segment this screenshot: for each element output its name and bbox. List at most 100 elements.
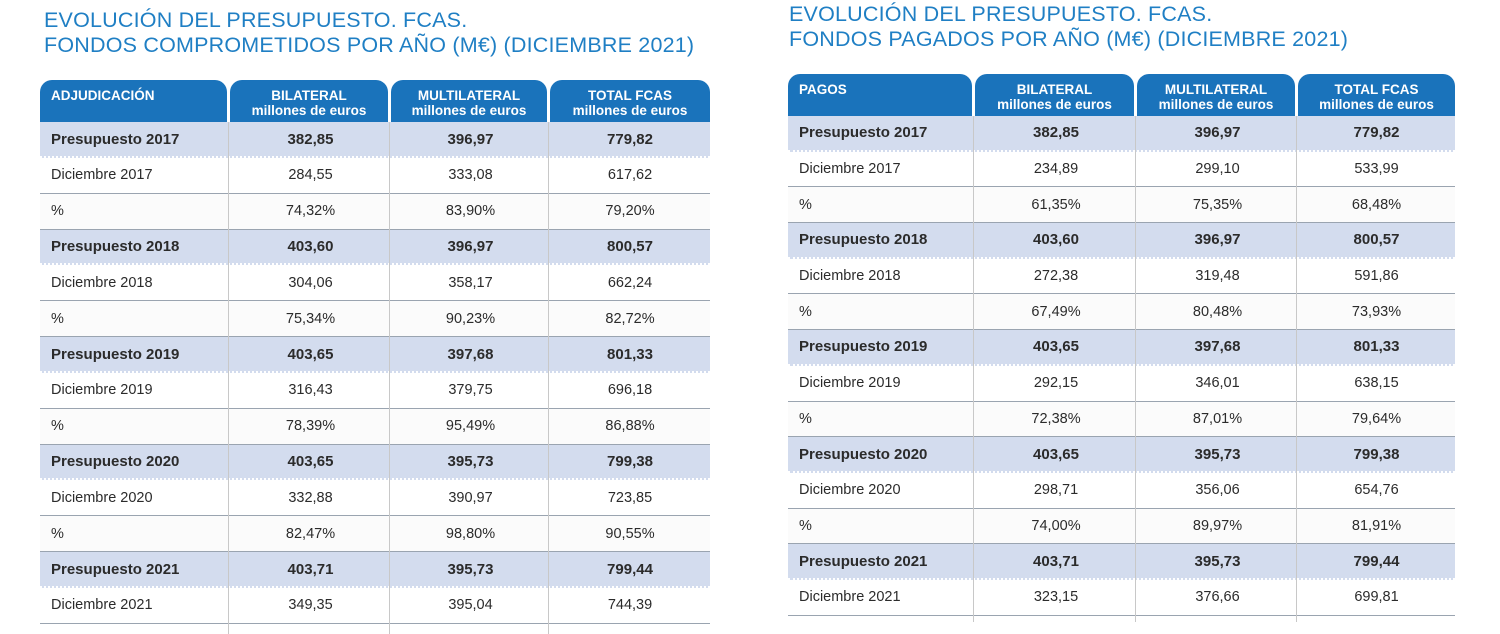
cell-value: 72,38% bbox=[1031, 410, 1081, 427]
cell-value: 799,44 bbox=[607, 560, 653, 578]
table-row: % 61,35% 75,35% 68,48% bbox=[788, 187, 1455, 224]
row-label: Presupuesto 2017 bbox=[51, 130, 180, 148]
column-header: MULTILATERAL millones de euros bbox=[391, 80, 547, 122]
column-header: MULTILATERAL millones de euros bbox=[1137, 74, 1295, 116]
row-label: % bbox=[51, 310, 64, 327]
cell-value: 617,62 bbox=[607, 167, 653, 184]
row-label: Diciembre 2021 bbox=[799, 589, 901, 606]
row-label: Presupuesto 2019 bbox=[51, 345, 180, 363]
paid-funds-title: EVOLUCIÓN DEL PRESUPUESTO. FCAS. FONDOS … bbox=[789, 2, 1348, 52]
column-header: TOTAL FCAS millones de euros bbox=[550, 80, 710, 122]
row-label: Presupuesto 2020 bbox=[799, 445, 928, 463]
cell-value: 382,85 bbox=[287, 130, 334, 148]
cell-value: 699,81 bbox=[1354, 589, 1399, 606]
row-label: Presupuesto 2021 bbox=[51, 560, 180, 578]
row-label: % bbox=[51, 203, 64, 220]
cell-value: 74,00% bbox=[1031, 517, 1081, 534]
budget-row: Presupuesto 2020 403,65 395,73 799,38 bbox=[788, 437, 1455, 473]
row-label: Diciembre 2019 bbox=[51, 382, 153, 399]
budget-row: Presupuesto 2018 403,60 396,97 800,57 bbox=[40, 229, 710, 266]
cell-value: 396,97 bbox=[447, 130, 494, 148]
cell-value: 397,68 bbox=[1194, 338, 1241, 356]
cell-value: 801,33 bbox=[607, 345, 653, 363]
cell-value: 73,93% bbox=[1351, 303, 1402, 320]
row-label: % bbox=[51, 418, 64, 435]
cell-value: 78,39% bbox=[285, 418, 336, 435]
cell-value: 396,97 bbox=[447, 238, 494, 256]
paid-funds-table: PAGOS BILATERAL millones de euros MULTILATE… bbox=[788, 74, 1455, 622]
table-header: ADJUDICACIÓN BILATERAL millones de euros MU… bbox=[40, 80, 710, 122]
cell-value: 346,01 bbox=[1195, 375, 1240, 392]
table-row: Diciembre 2017 284,55 333,08 617,62 bbox=[40, 158, 710, 194]
row-label: % bbox=[799, 303, 812, 320]
cell-value: 333,08 bbox=[448, 167, 493, 184]
cell-value: 723,85 bbox=[607, 489, 653, 506]
cell-value: 799,38 bbox=[1353, 445, 1400, 463]
row-label: % bbox=[799, 517, 812, 534]
budget-row: Presupuesto 2018 403,60 396,97 800,57 bbox=[788, 223, 1455, 259]
row-label: Diciembre 2017 bbox=[799, 161, 901, 178]
cell-value: 87,01% bbox=[1192, 410, 1243, 427]
column-divider bbox=[548, 122, 549, 634]
row-label: Diciembre 2019 bbox=[799, 375, 901, 392]
cell-value: 800,57 bbox=[1353, 231, 1400, 249]
row-label: Presupuesto 2018 bbox=[799, 231, 928, 249]
column-header-title: TOTAL FCAS bbox=[588, 88, 672, 103]
table-tail bbox=[788, 616, 1455, 622]
cell-value: 403,71 bbox=[1033, 552, 1079, 570]
cell-value: 61,35% bbox=[1031, 196, 1081, 213]
cell-value: 395,73 bbox=[447, 453, 494, 471]
table-row: Diciembre 2021 323,15 376,66 699,81 bbox=[788, 579, 1455, 616]
row-label: % bbox=[799, 410, 812, 427]
column-divider bbox=[389, 122, 390, 634]
cell-value: 799,38 bbox=[607, 453, 653, 471]
cell-value: 67,49% bbox=[1031, 303, 1081, 320]
cell-value: 234,89 bbox=[1033, 161, 1079, 178]
cell-value: 89,97% bbox=[1192, 517, 1243, 534]
cell-value: 390,97 bbox=[448, 489, 493, 506]
cell-value: 801,33 bbox=[1353, 338, 1400, 356]
row-label: Diciembre 2020 bbox=[51, 489, 153, 506]
title-line-2: FONDOS PAGADOS POR AÑO (M€) (DICIEMBRE 2… bbox=[789, 27, 1349, 51]
cell-value: 80,48% bbox=[1192, 303, 1243, 320]
cell-value: 779,82 bbox=[1353, 124, 1400, 142]
column-header-unit: millones de euros bbox=[1319, 97, 1434, 112]
title-line-1: EVOLUCIÓN DEL PRESUPUESTO. FCAS. bbox=[789, 2, 1213, 26]
cell-value: 638,15 bbox=[1354, 375, 1399, 392]
column-header-title: BILATERAL bbox=[271, 88, 347, 103]
row-label: Presupuesto 2021 bbox=[799, 552, 928, 570]
budget-row: Presupuesto 2021 403,71 395,73 799,44 bbox=[788, 544, 1455, 580]
cell-value: 591,86 bbox=[1354, 268, 1399, 285]
row-label: Diciembre 2021 bbox=[51, 597, 153, 614]
cell-value: 403,60 bbox=[1033, 231, 1079, 249]
cell-value: 395,73 bbox=[1194, 445, 1241, 463]
cell-value: 403,71 bbox=[287, 560, 334, 578]
table-row: % 72,38% 87,01% 79,64% bbox=[788, 401, 1455, 438]
cell-value: 95,49% bbox=[445, 418, 496, 435]
column-header-title: MULTILATERAL bbox=[417, 88, 521, 103]
table-row: Diciembre 2019 316,43 379,75 696,18 bbox=[40, 373, 710, 409]
column-divider bbox=[1135, 116, 1136, 622]
cell-value: 397,68 bbox=[447, 345, 494, 363]
cell-value: 292,15 bbox=[1033, 375, 1079, 392]
table-row: % 74,00% 89,97% 81,91% bbox=[788, 508, 1455, 545]
table-row: Diciembre 2019 292,15 346,01 638,15 bbox=[788, 365, 1455, 402]
cell-value: 654,76 bbox=[1354, 482, 1399, 499]
column-header: ADJUDICACIÓN bbox=[40, 80, 227, 122]
cell-value: 284,55 bbox=[288, 167, 333, 184]
column-header-unit: millones de euros bbox=[572, 103, 688, 118]
column-header-title: MULTILATERAL bbox=[1164, 82, 1268, 97]
cell-value: 403,65 bbox=[1033, 338, 1079, 356]
row-label: Presupuesto 2020 bbox=[51, 453, 180, 471]
cell-value: 75,34% bbox=[285, 310, 336, 327]
cell-value: 86,88% bbox=[605, 418, 655, 435]
row-label: % bbox=[799, 196, 812, 213]
cell-value: 779,82 bbox=[607, 130, 653, 148]
budget-row: Presupuesto 2017 382,85 396,97 779,82 bbox=[788, 116, 1455, 152]
cell-value: 662,24 bbox=[607, 274, 653, 291]
column-header: TOTAL FCAS millones de euros bbox=[1298, 74, 1455, 116]
title-line-2: FONDOS COMPROMETIDOS POR AÑO (M€) (DICIE… bbox=[44, 33, 695, 57]
row-label: Presupuesto 2019 bbox=[799, 338, 928, 356]
row-label: Diciembre 2020 bbox=[799, 482, 901, 499]
budget-row: Presupuesto 2019 403,65 397,68 801,33 bbox=[40, 337, 710, 374]
